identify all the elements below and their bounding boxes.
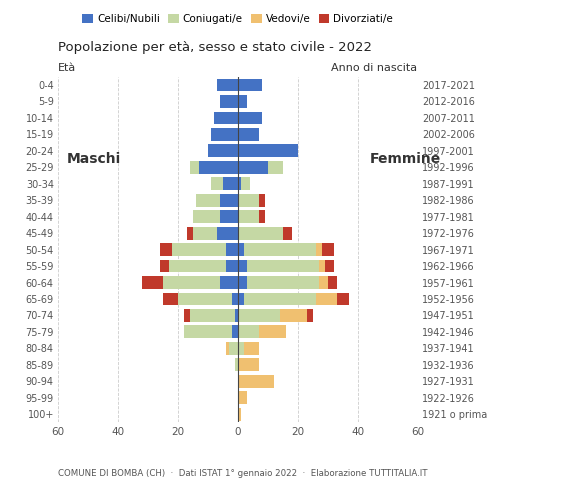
Bar	[142, 276, 163, 289]
Bar	[187, 227, 193, 240]
Bar	[196, 194, 220, 207]
Bar	[238, 276, 246, 289]
Bar	[328, 276, 336, 289]
Bar	[238, 227, 282, 240]
Bar	[220, 276, 238, 289]
Bar	[217, 79, 238, 92]
Text: COMUNE DI BOMBA (CH)  ·  Dati ISTAT 1° gennaio 2022  ·  Elaborazione TUTTITALIA.: COMUNE DI BOMBA (CH) · Dati ISTAT 1° gen…	[58, 468, 427, 478]
Bar	[220, 194, 238, 207]
Bar	[160, 243, 172, 256]
Bar	[190, 309, 235, 322]
Bar	[226, 260, 238, 273]
Text: Femmine: Femmine	[369, 152, 441, 166]
Bar	[229, 342, 238, 355]
Bar	[172, 243, 226, 256]
Bar	[268, 161, 282, 174]
Bar	[238, 391, 246, 404]
Bar	[184, 309, 190, 322]
Bar	[217, 227, 238, 240]
Bar	[246, 260, 318, 273]
Bar	[238, 177, 241, 190]
Bar	[232, 292, 238, 305]
Bar	[246, 276, 318, 289]
Bar	[163, 292, 178, 305]
Bar	[238, 342, 244, 355]
Bar	[238, 210, 259, 223]
Bar	[190, 161, 199, 174]
Bar	[238, 359, 259, 371]
Bar	[316, 243, 322, 256]
Bar	[238, 161, 268, 174]
Bar	[259, 210, 264, 223]
Bar	[244, 243, 316, 256]
Bar	[244, 292, 316, 305]
Bar	[160, 260, 169, 273]
Bar	[226, 342, 229, 355]
Bar	[238, 243, 244, 256]
Bar	[193, 210, 220, 223]
Bar	[208, 144, 238, 157]
Bar	[238, 194, 259, 207]
Bar	[238, 95, 246, 108]
Bar	[238, 375, 274, 388]
Bar	[238, 260, 246, 273]
Bar	[214, 111, 238, 124]
Bar	[178, 292, 232, 305]
Bar	[259, 325, 286, 338]
Bar	[238, 325, 259, 338]
Bar	[220, 210, 238, 223]
Bar	[193, 227, 217, 240]
Bar	[211, 177, 223, 190]
Text: Maschi: Maschi	[67, 152, 121, 166]
Bar	[322, 243, 334, 256]
Text: Popolazione per età, sesso e stato civile - 2022: Popolazione per età, sesso e stato civil…	[58, 41, 372, 54]
Text: Anno di nascita: Anno di nascita	[332, 63, 418, 73]
Bar	[232, 325, 238, 338]
Bar	[241, 177, 250, 190]
Bar	[163, 276, 220, 289]
Bar	[307, 309, 313, 322]
Bar	[169, 260, 226, 273]
Bar	[220, 95, 238, 108]
Bar	[238, 408, 241, 420]
Bar	[325, 260, 333, 273]
Bar	[226, 243, 238, 256]
Bar	[211, 128, 238, 141]
Bar	[238, 144, 298, 157]
Bar	[238, 309, 280, 322]
Bar	[235, 359, 238, 371]
Bar	[259, 194, 264, 207]
Bar	[244, 342, 259, 355]
Bar	[282, 227, 292, 240]
Bar	[238, 111, 262, 124]
Bar	[184, 325, 232, 338]
Text: Età: Età	[58, 63, 76, 73]
Bar	[235, 309, 238, 322]
Legend: Celibi/Nubili, Coniugati/e, Vedovi/e, Divorziati/e: Celibi/Nubili, Coniugati/e, Vedovi/e, Di…	[78, 10, 397, 28]
Bar	[238, 128, 259, 141]
Bar	[316, 292, 336, 305]
Bar	[318, 276, 328, 289]
Bar	[280, 309, 307, 322]
Bar	[238, 79, 262, 92]
Bar	[336, 292, 349, 305]
Bar	[223, 177, 238, 190]
Bar	[238, 292, 244, 305]
Bar	[199, 161, 238, 174]
Bar	[318, 260, 325, 273]
